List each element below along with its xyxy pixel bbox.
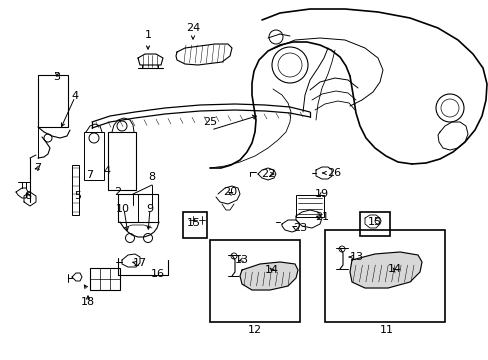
Text: 25: 25 [203,117,217,127]
Text: 17: 17 [133,258,147,268]
Text: 15: 15 [367,217,381,227]
Polygon shape [349,252,421,288]
Text: 13: 13 [349,252,363,262]
Bar [359,212,389,236]
Text: 6: 6 [24,191,31,201]
Text: 2: 2 [114,187,122,197]
Text: 11: 11 [379,325,393,335]
Text: 24: 24 [185,23,200,33]
Bar [38,75,68,127]
Text: 10: 10 [116,204,130,214]
Text: 14: 14 [387,264,401,274]
Bar [325,230,444,322]
Text: 15: 15 [186,218,201,228]
Text: 23: 23 [292,223,306,233]
Text: 16: 16 [151,269,164,279]
Bar [209,240,299,322]
Bar [118,194,158,222]
Bar [84,132,104,180]
Bar [183,212,206,238]
Text: 4: 4 [71,91,79,101]
Text: 3: 3 [53,72,61,82]
Bar [108,132,136,190]
Text: 12: 12 [247,325,262,335]
Text: 5: 5 [74,191,81,201]
Text: 14: 14 [264,265,279,275]
Text: 19: 19 [314,189,328,199]
Text: 21: 21 [314,212,328,222]
Polygon shape [240,262,297,290]
Bar [295,195,324,217]
Text: 9: 9 [146,204,153,214]
Text: 26: 26 [326,168,340,178]
Text: 18: 18 [81,297,95,307]
Text: 7: 7 [86,170,93,180]
Text: 22: 22 [260,169,275,179]
Text: 4: 4 [103,166,110,176]
Text: 20: 20 [223,187,237,197]
Bar [90,268,120,290]
Text: 1: 1 [144,30,151,40]
Text: 8: 8 [148,172,155,182]
Text: 7: 7 [34,163,41,173]
Text: 13: 13 [235,255,248,265]
Bar [72,165,79,215]
